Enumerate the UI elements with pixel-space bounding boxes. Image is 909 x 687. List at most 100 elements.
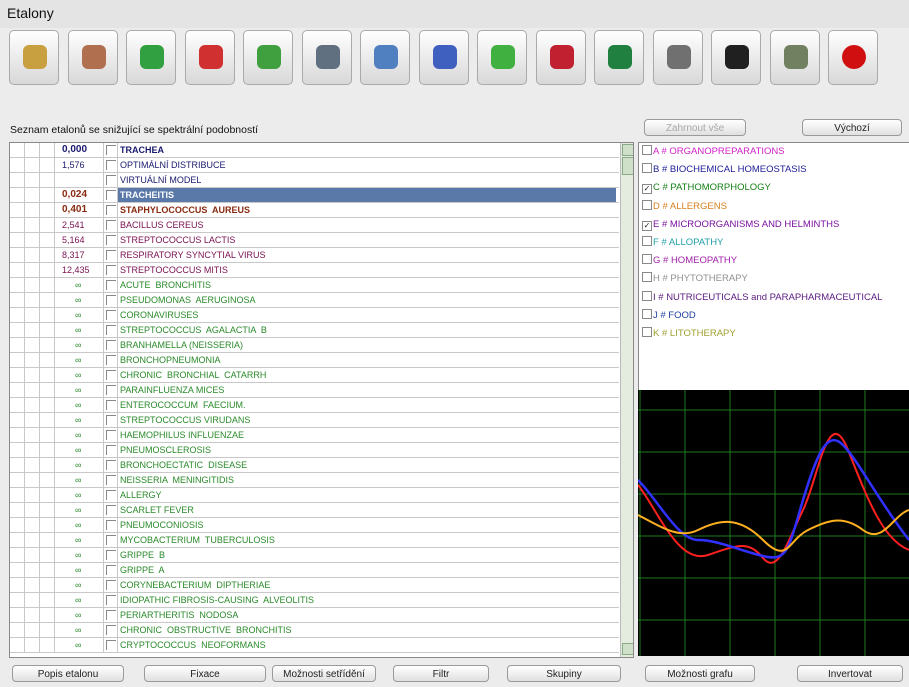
category-checkbox[interactable]: [642, 163, 652, 174]
button[interactable]: Filtr: [393, 665, 489, 682]
scroll-down[interactable]: [622, 643, 633, 655]
row-checkbox[interactable]: [106, 535, 116, 545]
category-item[interactable]: H # PHYTOTHERAPY: [642, 270, 748, 288]
row-checkbox[interactable]: [106, 625, 116, 635]
table-row[interactable]: VIRTUÁLNÍ MODEL: [10, 173, 619, 188]
row-checkbox[interactable]: [106, 385, 116, 395]
toolbar-button[interactable]: [828, 30, 878, 85]
table-row[interactable]: 0,024 TRACHEITIS: [10, 188, 619, 203]
table-row[interactable]: ∞ PSEUDOMONAS AERUGINOSA: [10, 293, 619, 308]
scroll-thumb[interactable]: [622, 157, 633, 175]
table-row[interactable]: ∞ PNEUMOCONIOSIS: [10, 518, 619, 533]
button[interactable]: Skupiny: [507, 665, 621, 682]
table-row[interactable]: ∞ NEISSERIA MENINGITIDIS: [10, 473, 619, 488]
table-row[interactable]: ∞ HAEMOPHILUS INFLUENZAE: [10, 428, 619, 443]
row-checkbox[interactable]: [106, 355, 116, 365]
table-row[interactable]: ∞ IDIOPATHIC FIBROSIS-CAUSING ALVEOLITIS: [10, 593, 619, 608]
category-checkbox[interactable]: ✓: [642, 184, 652, 195]
row-checkbox[interactable]: [106, 370, 116, 380]
table-row[interactable]: ∞ ACUTE BRONCHITIS: [10, 278, 619, 293]
row-checkbox[interactable]: [106, 175, 116, 185]
category-checkbox[interactable]: [642, 272, 652, 283]
row-checkbox[interactable]: [106, 550, 116, 560]
table-row[interactable]: ∞ GRIPPE B: [10, 548, 619, 563]
category-checkbox[interactable]: [642, 236, 652, 246]
table-row[interactable]: ∞ PNEUMOSCLEROSIS: [10, 443, 619, 458]
row-checkbox[interactable]: [106, 490, 116, 500]
category-item[interactable]: D # ALLERGENS: [642, 198, 727, 216]
row-checkbox[interactable]: [106, 145, 116, 155]
row-checkbox[interactable]: [106, 505, 116, 515]
toolbar-button[interactable]: [769, 30, 820, 85]
scroll-up[interactable]: [622, 144, 633, 156]
table-row[interactable]: 8,317 RESPIRATORY SYNCYTIAL VIRUS: [10, 248, 619, 263]
button[interactable]: Invertovat: [797, 665, 903, 682]
toolbar-button[interactable]: [67, 30, 118, 85]
table-row[interactable]: ∞ MYCOBACTERIUM TUBERCULOSIS: [10, 533, 619, 548]
category-item[interactable]: A # ORGANOPREPARATIONS: [642, 143, 785, 161]
category-checkbox[interactable]: [642, 199, 652, 210]
category-item[interactable]: ✓ E # MICROORGANISMS AND HELMINTHS: [642, 216, 839, 234]
category-item[interactable]: I # NUTRICEUTICALS and PARAPHARMACEUTICA…: [642, 289, 882, 307]
toolbar-button[interactable]: [477, 30, 527, 85]
category-checkbox[interactable]: [642, 254, 652, 265]
table-row[interactable]: ∞ PERIARTHERITIS NODOSA: [10, 608, 619, 623]
category-item[interactable]: J # FOOD: [642, 307, 696, 325]
button[interactable]: Možnosti grafu: [645, 665, 755, 682]
table-row[interactable]: 1,576 OPTIMÁLNÍ DISTRIBUCE: [10, 158, 619, 173]
row-checkbox[interactable]: [106, 415, 116, 425]
table-row[interactable]: ∞ CHRONIC BRONCHIAL CATARRH: [10, 368, 619, 383]
category-checkbox[interactable]: [642, 145, 652, 155]
category-checkbox[interactable]: [642, 308, 652, 319]
row-checkbox[interactable]: [106, 265, 116, 275]
row-checkbox[interactable]: [106, 295, 116, 305]
toolbar-button[interactable]: [711, 30, 761, 85]
row-checkbox[interactable]: [106, 160, 116, 170]
row-checkbox[interactable]: [106, 595, 116, 605]
row-checkbox[interactable]: [106, 475, 116, 485]
toolbar-button[interactable]: [535, 30, 586, 85]
table-row[interactable]: 0,401 STAPHYLOCOCCUS AUREUS: [10, 203, 619, 218]
table-row[interactable]: ∞ SCARLET FEVER: [10, 503, 619, 518]
row-checkbox[interactable]: [106, 430, 116, 440]
toolbar-button[interactable]: [184, 30, 235, 85]
row-checkbox[interactable]: [106, 445, 116, 455]
table-row[interactable]: ∞ CORONAVIRUSES: [10, 308, 619, 323]
table-row[interactable]: 2,541 BACILLUS CEREUS: [10, 218, 619, 233]
scrollbar[interactable]: [620, 143, 633, 657]
toolbar-button[interactable]: [243, 30, 293, 85]
button[interactable]: Popis etalonu: [12, 665, 124, 682]
table-row[interactable]: ∞ ENTEROCOCCUM FAECIUM.: [10, 398, 619, 413]
table-row[interactable]: ∞ BRONCHOECTATIC DISEASE: [10, 458, 619, 473]
category-checkbox[interactable]: ✓: [642, 220, 652, 231]
row-checkbox[interactable]: [106, 640, 116, 650]
table-row[interactable]: ∞ CHRONIC OBSTRUCTIVE BRONCHITIS: [10, 623, 619, 638]
row-checkbox[interactable]: [106, 220, 116, 230]
row-checkbox[interactable]: [106, 340, 116, 350]
table-row[interactable]: ∞ GRIPPE A: [10, 563, 619, 578]
table-row[interactable]: ∞ CORYNEBACTERIUM DIPTHERIAE: [10, 578, 619, 593]
row-checkbox[interactable]: [106, 280, 116, 290]
row-checkbox[interactable]: [106, 235, 116, 245]
table-row[interactable]: 12,435 STREPTOCOCCUS MITIS: [10, 263, 619, 278]
table-row[interactable]: ∞ BRANHAMELLA (NEISSERIA): [10, 338, 619, 353]
category-checkbox[interactable]: [642, 290, 652, 301]
row-checkbox[interactable]: [106, 325, 116, 335]
row-checkbox[interactable]: [106, 205, 116, 215]
table-row[interactable]: ∞ ALLERGY: [10, 488, 619, 503]
table-row[interactable]: ∞ STREPTOCOCCUS VIRUDANS: [10, 413, 619, 428]
button[interactable]: Možnosti setřídění: [272, 665, 376, 682]
category-item[interactable]: F # ALLOPATHY: [642, 234, 723, 252]
toolbar-button[interactable]: [360, 30, 410, 85]
row-checkbox[interactable]: [106, 310, 116, 320]
row-checkbox[interactable]: [106, 250, 116, 260]
toolbar-button[interactable]: [418, 30, 469, 85]
button[interactable]: Výchozí: [802, 119, 902, 136]
toolbar-button[interactable]: [126, 30, 176, 85]
category-item[interactable]: G # HOMEOPATHY: [642, 252, 737, 270]
toolbar-button[interactable]: [594, 30, 644, 85]
category-item[interactable]: B # BIOCHEMICAL HOMEOSTASIS: [642, 161, 807, 179]
row-checkbox[interactable]: [106, 190, 116, 200]
table-row[interactable]: 0,000 TRACHEA: [10, 143, 619, 158]
row-checkbox[interactable]: [106, 400, 116, 410]
